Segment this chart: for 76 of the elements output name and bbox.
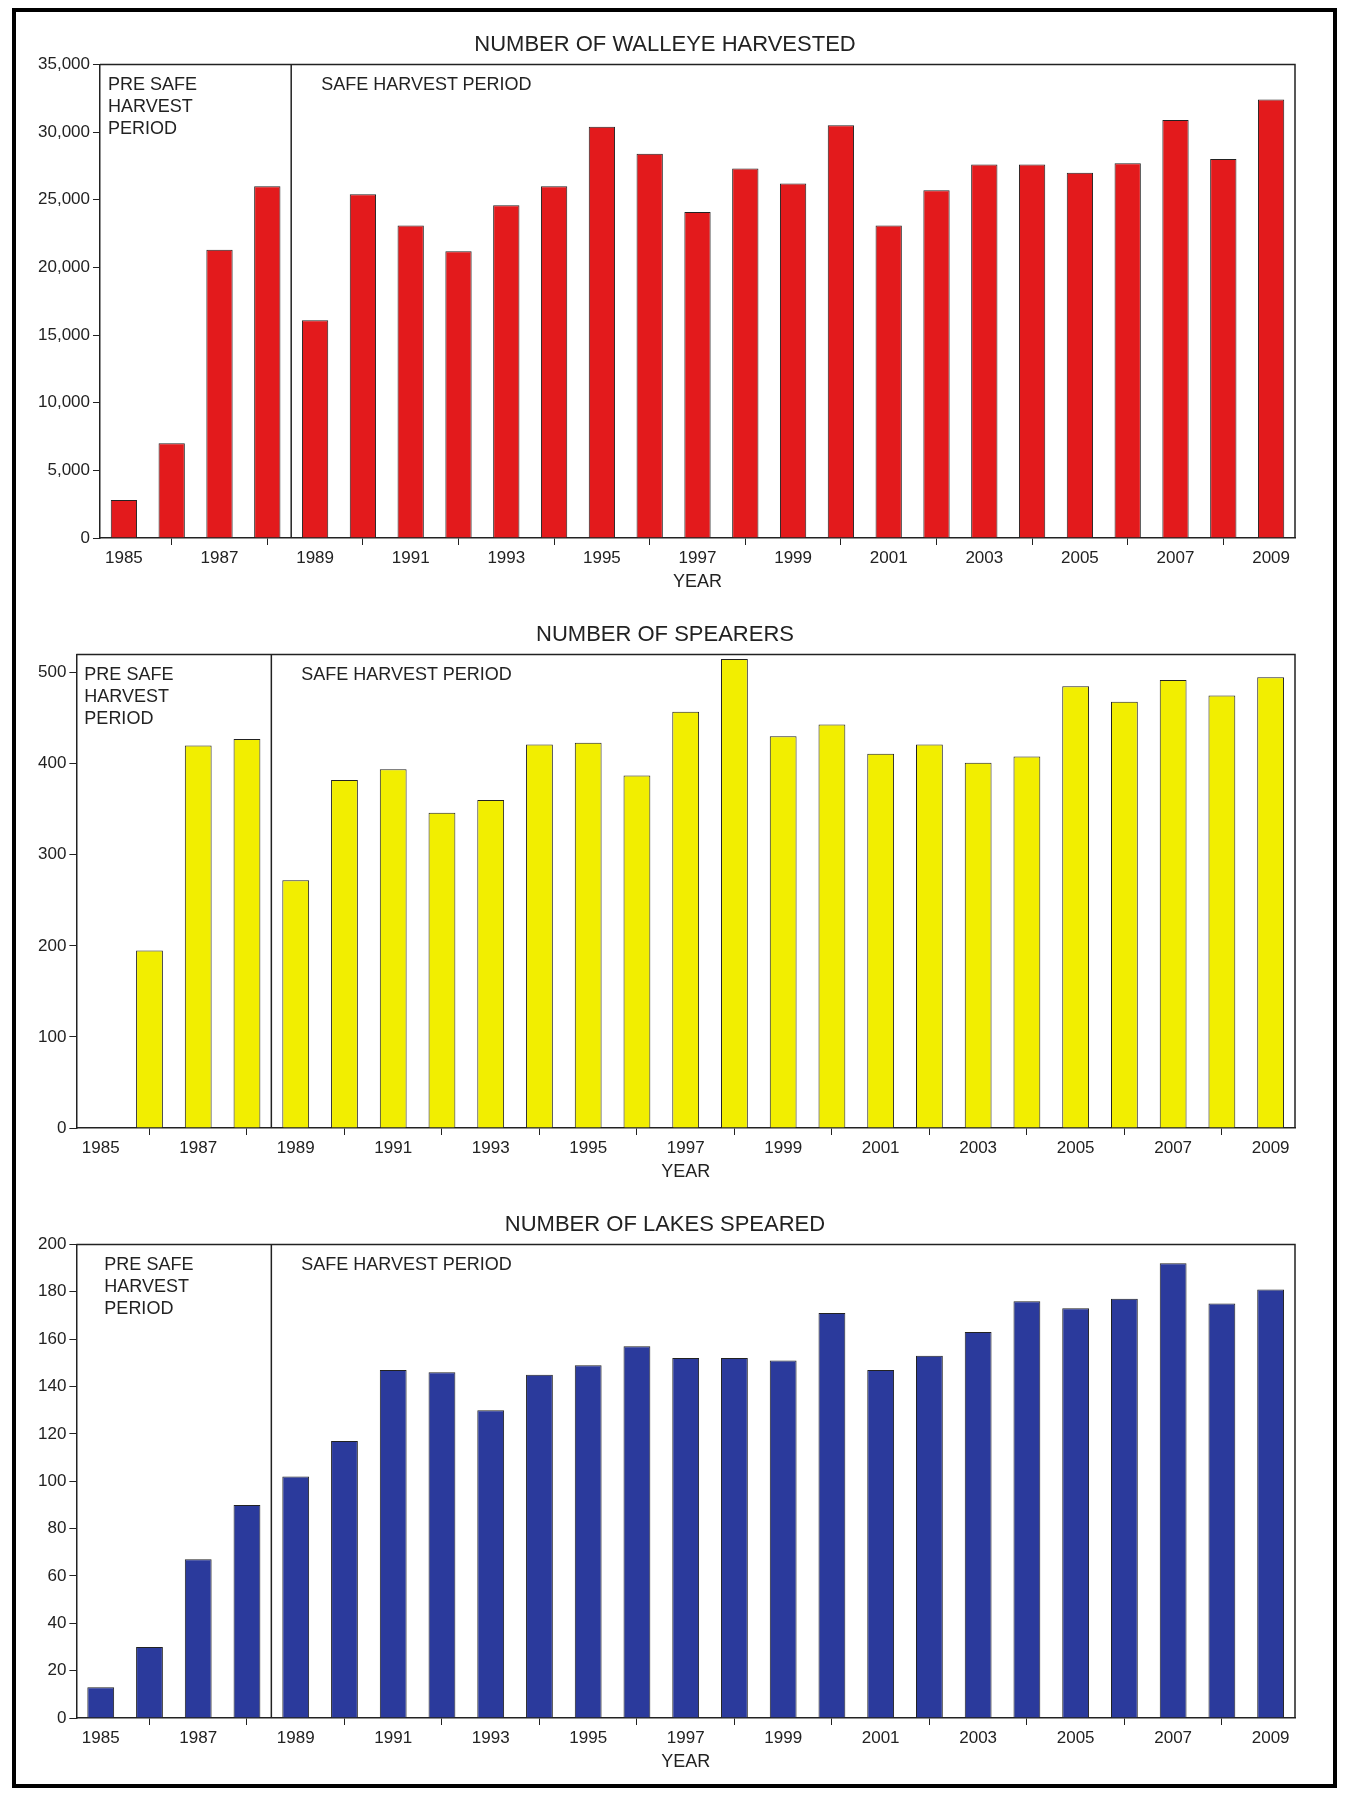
y-tick-label: 10,000 bbox=[38, 392, 90, 412]
x-tick-label: 2001 bbox=[861, 1727, 900, 1747]
x-tick-label: 1991 bbox=[374, 1727, 413, 1747]
y-tick-label: 200 bbox=[37, 1234, 67, 1254]
x-tick-label: 1989 bbox=[276, 1727, 315, 1747]
annotation: SAFE HARVEST PERIOD bbox=[301, 1254, 512, 1275]
x-tick-label: 1997 bbox=[678, 547, 717, 567]
y-tick-label: 100 bbox=[37, 1470, 67, 1490]
y-tick-label: 35,000 bbox=[38, 54, 90, 74]
x-tick-label: 2007 bbox=[1154, 1137, 1193, 1157]
x-tick-label: 1995 bbox=[569, 1137, 608, 1157]
y-tick-label: 300 bbox=[37, 844, 67, 864]
x-tick-label: 2005 bbox=[1056, 1727, 1095, 1747]
x-tick-label: 1995 bbox=[582, 547, 621, 567]
y-tick-label: 40 bbox=[47, 1612, 67, 1632]
y-tick-label: 160 bbox=[37, 1328, 67, 1348]
chart-title: NUMBER OF SPEARERS bbox=[536, 621, 794, 647]
x-tick-label: 1997 bbox=[666, 1727, 705, 1747]
y-tick-label: 500 bbox=[37, 662, 67, 682]
x-tick-label: 1989 bbox=[296, 547, 335, 567]
y-tick-label: 60 bbox=[47, 1565, 67, 1585]
x-tick-label: 1991 bbox=[391, 547, 430, 567]
x-tick-label: 1999 bbox=[764, 1727, 803, 1747]
x-tick-label: 2009 bbox=[1252, 547, 1291, 567]
x-tick-label: 1991 bbox=[374, 1137, 413, 1157]
x-tick-label: 1989 bbox=[276, 1137, 315, 1157]
y-tick-label: 0 bbox=[56, 1117, 67, 1137]
x-tick-label: 2001 bbox=[869, 547, 908, 567]
y-tick-label: 0 bbox=[80, 527, 90, 547]
y-tick-label: 140 bbox=[37, 1376, 67, 1396]
x-tick-label: 1993 bbox=[471, 1727, 510, 1747]
x-axis-title: YEAR bbox=[661, 1161, 711, 1182]
annotation: SAFE HARVEST PERIOD bbox=[301, 664, 512, 685]
x-tick-label: 1997 bbox=[666, 1137, 705, 1157]
x-tick-label: 1987 bbox=[200, 547, 239, 567]
y-tick-label: 5,000 bbox=[47, 460, 90, 480]
x-tick-label: 1985 bbox=[104, 547, 143, 567]
x-tick-label: 1987 bbox=[179, 1727, 218, 1747]
x-tick-label: 2007 bbox=[1154, 1727, 1193, 1747]
y-tick-label: 200 bbox=[37, 935, 67, 955]
x-tick-label: 2003 bbox=[965, 547, 1004, 567]
y-tick-label: 20,000 bbox=[38, 257, 90, 277]
chart-title: NUMBER OF WALLEYE HARVESTED bbox=[474, 31, 856, 57]
x-tick-label: 2009 bbox=[1251, 1137, 1290, 1157]
x-tick-label: 2005 bbox=[1060, 547, 1099, 567]
x-tick-label: 2005 bbox=[1056, 1137, 1095, 1157]
y-tick-label: 80 bbox=[47, 1518, 67, 1538]
y-tick-label: 120 bbox=[37, 1423, 67, 1443]
y-tick-label: 20 bbox=[47, 1660, 67, 1680]
x-tick-label: 2001 bbox=[861, 1137, 900, 1157]
annotation: PRE SAFE HARVEST PERIOD bbox=[84, 664, 174, 729]
x-tick-label: 1999 bbox=[764, 1137, 803, 1157]
y-tick-label: 100 bbox=[37, 1026, 67, 1046]
x-axis-title: YEAR bbox=[661, 1751, 711, 1772]
x-tick-label: 1995 bbox=[569, 1727, 608, 1747]
y-tick-label: 25,000 bbox=[38, 189, 90, 209]
x-tick-label: 1993 bbox=[487, 547, 526, 567]
x-tick-label: 1985 bbox=[81, 1137, 120, 1157]
annotation: PRE SAFE HARVEST PERIOD bbox=[104, 1254, 194, 1319]
y-tick-label: 400 bbox=[37, 753, 67, 773]
x-tick-label: 2009 bbox=[1251, 1727, 1290, 1747]
chart-title: NUMBER OF LAKES SPEARED bbox=[504, 1211, 826, 1237]
y-tick-label: 180 bbox=[37, 1281, 67, 1301]
annotation: SAFE HARVEST PERIOD bbox=[321, 74, 532, 95]
x-tick-label: 1985 bbox=[81, 1727, 120, 1747]
x-tick-label: 2003 bbox=[959, 1727, 998, 1747]
y-tick-label: 30,000 bbox=[38, 121, 90, 141]
x-tick-label: 1987 bbox=[179, 1137, 218, 1157]
y-tick-label: 15,000 bbox=[38, 324, 90, 344]
x-axis-title: YEAR bbox=[672, 571, 723, 592]
y-tick-label: 0 bbox=[56, 1707, 67, 1727]
annotation: PRE SAFE HARVEST PERIOD bbox=[108, 74, 198, 139]
x-tick-label: 1999 bbox=[774, 547, 813, 567]
x-tick-label: 1993 bbox=[471, 1137, 510, 1157]
x-tick-label: 2007 bbox=[1156, 547, 1195, 567]
x-tick-label: 2003 bbox=[959, 1137, 998, 1157]
